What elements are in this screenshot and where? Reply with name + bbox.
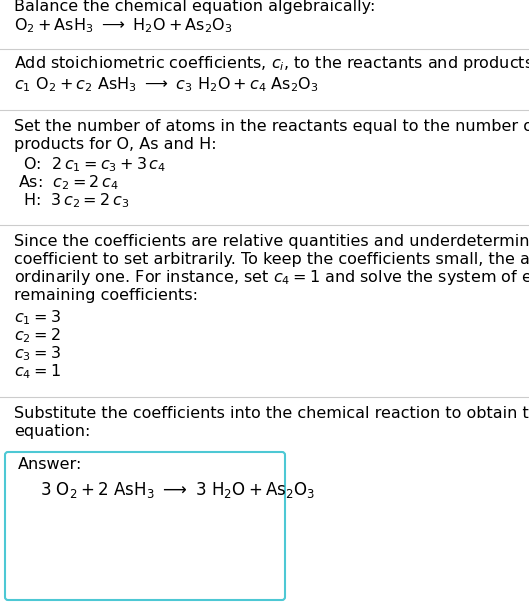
Text: $3\ \mathrm{O_2} + 2\ \mathrm{AsH_3}\ \longrightarrow\ 3\ \mathrm{H_2O} + \mathr: $3\ \mathrm{O_2} + 2\ \mathrm{AsH_3}\ \l… [40,480,315,500]
FancyBboxPatch shape [5,452,285,600]
Text: As:  $c_2 = 2\,c_4$: As: $c_2 = 2\,c_4$ [18,173,119,192]
Text: O:  $2\,c_1 = c_3 + 3\,c_4$: O: $2\,c_1 = c_3 + 3\,c_4$ [18,155,166,174]
Text: Add stoichiometric coefficients, $c_i$, to the reactants and products:: Add stoichiometric coefficients, $c_i$, … [14,54,529,73]
Text: Answer:: Answer: [18,457,83,472]
Text: remaining coefficients:: remaining coefficients: [14,288,198,303]
Text: Balance the chemical equation algebraically:: Balance the chemical equation algebraica… [14,0,376,14]
Text: $c_3 = 3$: $c_3 = 3$ [14,344,61,363]
Text: Since the coefficients are relative quantities and underdetermined, choose a: Since the coefficients are relative quan… [14,234,529,249]
Text: Set the number of atoms in the reactants equal to the number of atoms in the: Set the number of atoms in the reactants… [14,119,529,134]
Text: $\mathrm{O_2 + AsH_3}\ \longrightarrow\ \mathrm{H_2O + As_2O_3}$: $\mathrm{O_2 + AsH_3}\ \longrightarrow\ … [14,16,232,35]
Text: $c_2 = 2$: $c_2 = 2$ [14,326,60,345]
Text: Substitute the coefficients into the chemical reaction to obtain the balanced: Substitute the coefficients into the che… [14,406,529,421]
Text: $c_4 = 1$: $c_4 = 1$ [14,362,61,381]
Text: ordinarily one. For instance, set $c_4 = 1$ and solve the system of equations fo: ordinarily one. For instance, set $c_4 =… [14,268,529,287]
Text: products for O, As and H:: products for O, As and H: [14,137,216,152]
Text: coefficient to set arbitrarily. To keep the coefficients small, the arbitrary va: coefficient to set arbitrarily. To keep … [14,252,529,267]
Text: H:  $3\,c_2 = 2\,c_3$: H: $3\,c_2 = 2\,c_3$ [18,191,129,209]
Text: $c_1\ \mathrm{O_2} + c_2\ \mathrm{AsH_3}\ \longrightarrow\ c_3\ \mathrm{H_2O} + : $c_1\ \mathrm{O_2} + c_2\ \mathrm{AsH_3}… [14,75,319,93]
Text: $c_1 = 3$: $c_1 = 3$ [14,308,61,327]
Text: equation:: equation: [14,424,90,439]
